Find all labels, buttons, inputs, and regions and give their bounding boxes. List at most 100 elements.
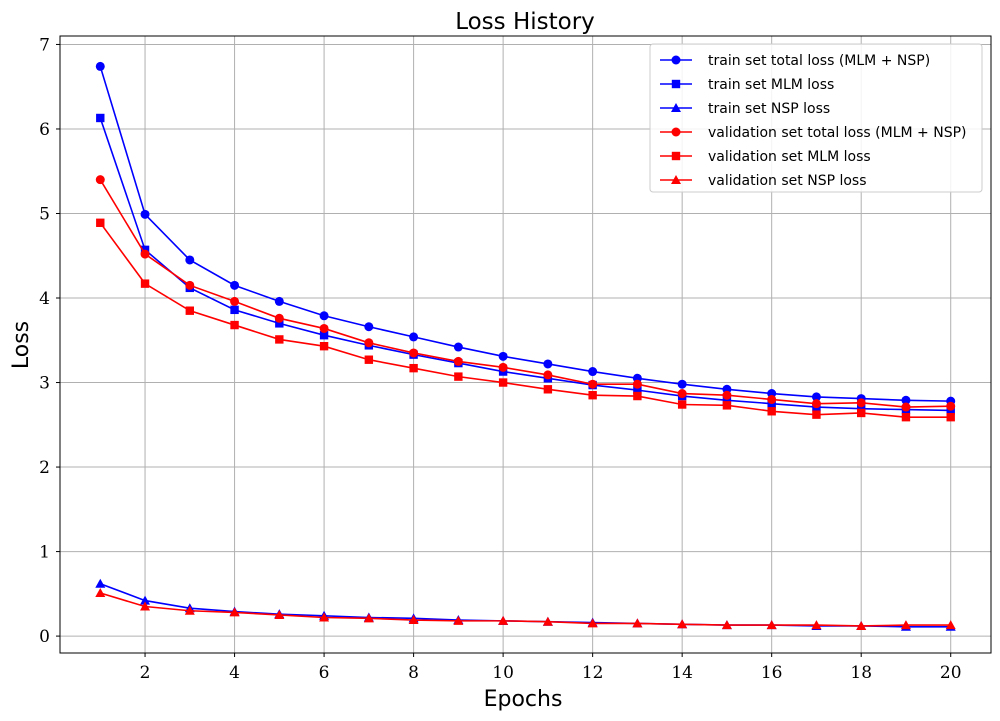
data-point [767,394,777,404]
data-point [453,615,464,625]
x-tick-label: 20 [940,663,962,683]
y-axis-ticks: 0 1 2 3 4 5 6 7 [39,35,60,647]
data-point [856,408,866,418]
x-tick-label: 8 [408,663,419,683]
series-line [99,117,951,412]
legend-label: train set total loss (MLM + NSP) [708,53,930,69]
data-point [677,379,687,389]
data-point [275,335,284,344]
legend-marker [671,103,681,112]
x-tick-label: 6 [319,663,330,683]
data-point [409,348,419,358]
x-tick-label: 14 [671,663,693,683]
data-point [95,175,105,185]
data-point [767,407,776,416]
data-point [274,313,284,323]
x-tick-label: 2 [140,663,151,683]
legend-label: validation set total loss (MLM + NSP) [708,125,967,141]
legend-item: train set NSP loss [660,101,830,117]
data-point [319,311,329,321]
series-line [99,179,951,408]
legend-item: validation set NSP loss [660,173,867,189]
data-point [409,363,418,373]
data-point [184,605,195,615]
data-point [632,379,642,389]
data-point [185,306,195,315]
data-point [140,601,151,611]
y-axis-label: Loss [9,321,34,369]
legend-item: train set MLM loss [660,77,834,93]
y-tick-label: 4 [39,289,50,309]
data-point [95,61,105,71]
data-point [587,618,598,628]
series-1 [95,61,956,406]
x-axis-label: Epochs [484,687,563,712]
data-point [811,399,821,409]
data-point [364,355,374,364]
series-4 [95,175,956,412]
series-line [100,582,951,628]
data-point [901,402,911,412]
data-point [721,620,732,630]
data-point [319,331,329,340]
data-point [453,342,463,352]
data-point [408,615,419,625]
data-point [766,620,777,630]
data-point [140,595,151,605]
legend-item: train set total loss (MLM + NSP) [660,53,930,69]
data-point [901,395,911,405]
legend-box [649,43,983,193]
data-point [453,356,463,366]
data-point [275,319,284,328]
legend-marker [671,79,681,89]
data-point [677,619,688,629]
data-point [722,396,732,405]
data-point [633,385,642,395]
data-point [722,401,732,410]
data-point [229,607,240,617]
data-point [274,609,285,619]
data-point [96,218,105,227]
data-point [364,338,374,348]
plot-frame [59,35,992,654]
data-point [454,372,463,381]
data-point [96,113,105,123]
data-point [856,398,866,408]
x-tick-label: 4 [229,663,240,683]
data-point [498,362,508,372]
data-point [230,280,240,290]
data-point [409,332,419,342]
data-point [185,255,195,265]
y-tick-label: 3 [39,374,50,394]
data-point [677,400,687,409]
data-point [543,359,553,369]
data-point [95,578,106,588]
data-point [588,367,598,377]
y-tick-label: 0 [39,627,50,647]
y-tick-label: 2 [39,458,50,478]
data-point [542,616,553,626]
data-point [812,410,821,419]
x-tick-label: 10 [492,663,514,683]
data-point [185,280,195,290]
chart-title: Loss History [455,9,595,35]
data-point [901,412,911,422]
series-line [99,66,951,402]
data-point [498,615,509,625]
x-tick-label: 12 [582,663,604,683]
series-line [100,592,951,627]
data-point [811,620,822,630]
legend-label: validation set MLM loss [708,149,871,165]
data-point [140,279,150,288]
series-6 [95,587,956,630]
data-point [364,322,374,332]
grid [60,36,991,653]
legend-label: train set NSP loss [708,101,830,117]
data-point [856,404,866,413]
legend-marker [671,175,681,184]
data-point [945,620,956,630]
y-tick-label: 7 [39,35,50,55]
data-point [274,296,284,306]
legend-item: validation set MLM loss [660,149,871,165]
data-point [319,341,329,351]
